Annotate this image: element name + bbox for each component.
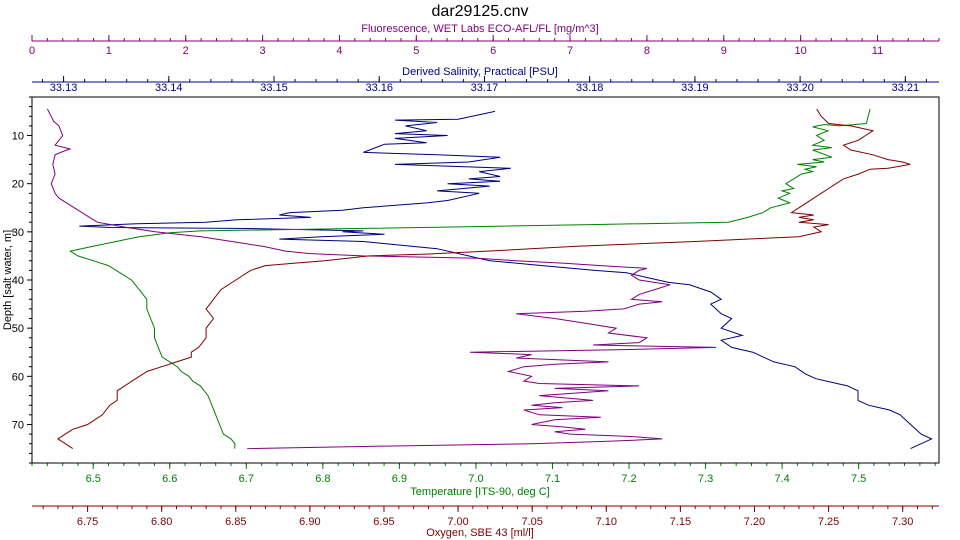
tick-label-oxygen: 7.15 [670,516,691,528]
tick-label-fluorescence: 0 [29,45,35,57]
series-line-fluorescence [46,108,717,450]
axis-title-temperature: Temperature [ITS-90, deg C] [410,486,549,498]
tick-label-oxygen: 7.05 [521,516,542,528]
tick-label-oxygen: 7.20 [744,516,765,528]
tick-label-depth: 70 [12,419,24,431]
tick-label-temperature: 6.5 [86,473,101,485]
tick-label-depth: 60 [12,371,24,383]
tick-label-oxygen: 7.30 [892,516,913,528]
tick-label-salinity: 33.14 [155,82,183,94]
tick-label-fluorescence: 6 [490,45,496,57]
axes-layer: 0 1 2 3 4 5 6 7 8 9 10 11 Fluorescence, WET Labs ECO… [2,23,940,539]
tick-label-temperature: 6.6 [162,473,177,485]
tick-label-temperature: 7.5 [851,473,866,485]
tick-label-fluorescence: 7 [567,45,573,57]
tick-label-temperature: 7.3 [698,473,713,485]
tick-label-oxygen: 6.95 [373,516,394,528]
tick-label-oxygen: 7.00 [447,516,468,528]
series-layer [46,108,933,450]
tick-label-oxygen: 6.80 [151,516,172,528]
tick-label-fluorescence: 4 [336,45,342,57]
series-line-temperature [68,108,871,449]
tick-label-depth: 50 [12,323,24,335]
tick-label-fluorescence: 3 [260,45,266,57]
axis-title-depth: Depth [salt water, m] [2,230,14,330]
series-line-salinity [79,110,933,450]
tick-label-salinity: 33.20 [786,82,814,94]
series-line-oxygen [56,108,911,450]
tick-label-temperature: 6.9 [392,473,407,485]
tick-label-oxygen: 6.85 [225,516,246,528]
tick-label-temperature: 6.8 [315,473,330,485]
tick-label-salinity: 33.15 [260,82,288,94]
tick-label-fluorescence: 5 [413,45,419,57]
axis-title-salinity: Derived Salinity, Practical [PSU] [402,66,558,78]
axis-title-fluorescence: Fluorescence, WET Labs ECO-AFL/FL [mg/m^… [361,23,598,35]
chart-title: dar29125.cnv [432,3,529,20]
tick-label-fluorescence: 1 [106,45,112,57]
tick-label-depth: 20 [12,179,24,191]
tick-label-temperature: 7.0 [468,473,483,485]
tick-label-temperature: 6.7 [239,473,254,485]
axis-salinity: 33.13 33.14 33.15 33.16 33.17 33.18 33.19 33.20… [32,66,939,94]
tick-label-salinity: 33.18 [576,82,604,94]
tick-label-fluorescence: 9 [721,45,727,57]
tick-label-fluorescence: 8 [644,45,650,57]
tick-label-salinity: 33.17 [471,82,499,94]
tick-label-depth: 40 [12,275,24,287]
tick-label-depth: 30 [12,227,24,239]
tick-label-fluorescence: 2 [183,45,189,57]
tick-label-oxygen: 6.75 [77,516,98,528]
axis-temperature: 6.5 6.6 6.7 6.8 6.9 7.0 7.1 7.2 7.3 7.4 7.5 Tempera… [31,463,936,498]
tick-label-fluorescence: 11 [872,45,883,57]
tick-label-depth: 10 [12,131,24,143]
tick-label-oxygen: 6.90 [299,516,320,528]
tick-label-temperature: 7.2 [621,473,636,485]
tick-label-salinity: 33.19 [681,82,709,94]
tick-label-temperature: 7.4 [774,473,789,485]
tick-label-temperature: 7.1 [545,473,560,485]
axis-oxygen: 6.75 6.80 6.85 6.90 6.95 7.00 7.05 7.10 7.15 7.20… [32,505,939,539]
tick-label-fluorescence: 10 [795,45,807,57]
plot-area-frame [31,96,940,464]
axis-depth: 10 20 30 40 50 60 70 Depth [salt water, m] [2,96,32,464]
tick-label-salinity: 33.13 [50,82,78,94]
tick-label-salinity: 33.21 [892,82,920,94]
tick-label-oxygen: 7.25 [818,516,839,528]
tick-label-salinity: 33.16 [365,82,393,94]
tick-label-oxygen: 7.10 [596,516,617,528]
axis-title-oxygen: Oxygen, SBE 43 [ml/l] [426,527,534,539]
axis-fluorescence: 0 1 2 3 4 5 6 7 8 9 10 11 Fluorescence, WET Labs ECO… [29,23,940,57]
